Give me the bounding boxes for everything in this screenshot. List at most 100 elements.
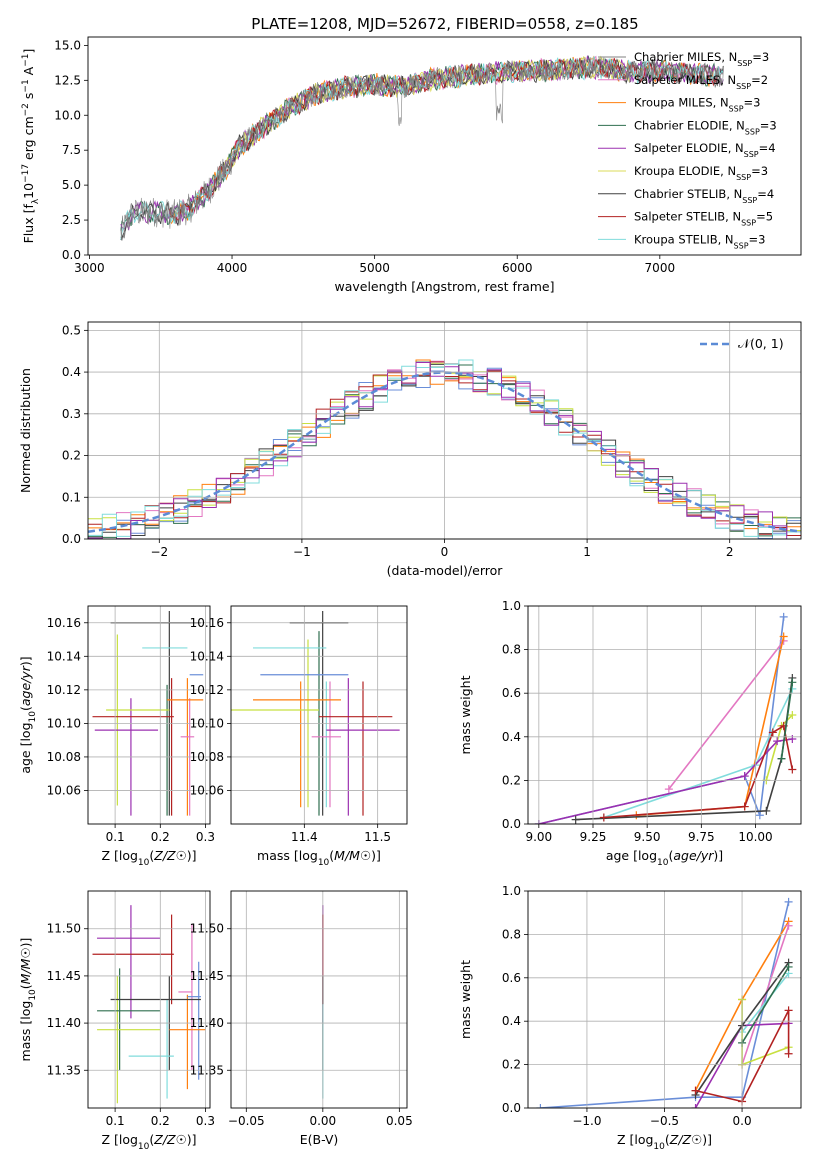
panel-mass-weight-vs-age: 9.00 9.25 9.50 9.75 10.00 0.0 0.2 0.4 0.6 0.8 1.0 a…: [458, 599, 802, 868]
y-tick-label: 11.50: [47, 922, 81, 936]
y-axis-label: mass [log10(M/M☉)]: [18, 938, 38, 1062]
y-tick-label: 15.0: [54, 38, 81, 52]
x-tick-label: 6000: [502, 261, 533, 275]
x-axis-label: E(B-V): [300, 1132, 339, 1147]
y-tick-label: 11.40: [190, 1016, 224, 1030]
y-tick-label: 11.35: [190, 1063, 224, 1077]
series-marker: [784, 962, 793, 971]
series-line-6: [575, 677, 794, 821]
y-tick-label: 10.12: [190, 683, 224, 697]
x-tick-label: 0.2: [151, 1114, 170, 1128]
axes-frame: [527, 605, 802, 825]
y-tick-label: 11.35: [47, 1063, 81, 1077]
y-tick-label: 10.16: [47, 616, 81, 630]
y-tick-label: 0.5: [62, 323, 81, 337]
axes-frame: [87, 605, 211, 825]
x-tick-label: 7000: [645, 261, 676, 275]
y-tick-label: 0.0: [502, 1101, 521, 1115]
x-tick-label: 9.00: [525, 830, 552, 844]
legend-label: Kroupa ELODIE, NSSP=3: [634, 164, 768, 182]
plot-area: [231, 611, 400, 816]
series-line-0: [538, 616, 785, 824]
y-tick-label: 0.4: [502, 1014, 521, 1028]
series-marker: [788, 678, 797, 687]
series-line-3: [741, 973, 790, 1033]
axes-frame: [87, 890, 211, 1109]
series-marker: [779, 632, 788, 641]
figure-title: PLATE=1208, MJD=52672, FIBERID=0558, z=0…: [251, 15, 638, 33]
y-tick-label: 10.06: [190, 783, 224, 797]
x-tick-label: 0.00: [309, 1114, 336, 1128]
x-tick-label: −0.05: [228, 1114, 265, 1128]
y-tick-label: 11.45: [190, 969, 224, 983]
y-tick-label: 10.0: [54, 108, 81, 122]
series-marker: [777, 754, 786, 763]
y-tick-label: 0.8: [502, 643, 521, 657]
y-tick-label: 0.0: [62, 532, 81, 546]
y-axis-label: age [log10(age/yr)]: [18, 656, 38, 773]
series-marker: [755, 811, 764, 820]
x-tick-label: 0: [441, 545, 449, 559]
axes-frame: [87, 321, 802, 540]
series-marker: [768, 728, 777, 737]
x-tick-label: −1.0: [572, 1114, 601, 1128]
y-tick-label: 0.2: [502, 1058, 521, 1072]
x-tick-label: 10.00: [738, 830, 772, 844]
plot-area: [92, 905, 206, 1104]
plot-area: [120, 54, 725, 241]
legend: Chabrier MILES, NSSP=3 Salpeter MILES, NS…: [598, 50, 777, 250]
x-axis-label: Z [log10(Z/Z☉)]: [617, 1132, 712, 1152]
series-marker: [788, 765, 797, 774]
panel-age-vs-Z: 0.1 0.2 0.3 10.06 10.08 10.10 10.12 10.14 10.16 Z…: [18, 605, 215, 868]
panel-spectrum: 3000 4000 5000 6000 7000 0.0 2.5 5.0 7.5 10.0 12.5…: [21, 36, 802, 294]
series-line-8: [780, 682, 794, 759]
y-tick-label: 1.0: [502, 599, 521, 613]
legend-label: Salpeter ELODIE, NSSP=4: [634, 141, 776, 159]
series-marker: [740, 772, 749, 781]
x-tick-label: −0.5: [650, 1114, 679, 1128]
y-tick-label: 10.10: [190, 716, 224, 730]
y-tick-label: 11.50: [190, 922, 224, 936]
y-tick-label: 0.8: [502, 927, 521, 941]
series-line-2: [636, 636, 785, 817]
y-tick-label: 10.16: [190, 616, 224, 630]
x-tick-label: 0.1: [106, 830, 125, 844]
x-tick-label: 4000: [217, 261, 248, 275]
x-axis-label: Z [log10(Z/Z☉)]: [101, 848, 196, 868]
panel-mass-weight-vs-Z: −1.0 −0.5 0.0 0.0 0.2 0.4 0.6 0.8 1.0 Z [log10(Z/…: [458, 884, 802, 1152]
y-tick-label: 0.0: [502, 817, 521, 831]
y-axis-label: Normed distribution: [18, 368, 33, 493]
x-axis-label: age [log10(age/yr)]: [606, 848, 723, 868]
x-tick-label: 0.2: [151, 830, 170, 844]
y-tick-label: 7.5: [62, 143, 81, 157]
axes-frame: [230, 890, 408, 1109]
legend-label: Salpeter MILES, NSSP=2: [634, 73, 768, 91]
y-tick-label: 0.2: [502, 773, 521, 787]
panel-age-vs-mass: 11.4 11.5 10.06 10.08 10.10 10.12 10.14 10.16 ma…: [190, 605, 408, 868]
panel-mass-vs-EBV: −0.05 0.00 0.05 11.35 11.40 11.45 11.50 E(B-V): [190, 890, 413, 1147]
x-tick-label: 0.1: [106, 1114, 125, 1128]
axes-frame: [87, 36, 802, 256]
legend-label: Chabrier STELIB, NSSP=4: [634, 187, 774, 205]
x-tick-label: 9.50: [634, 830, 661, 844]
panel-residuals: −2 −1 0 1 2 0.0 0.1 0.2 0.3 0.4 0.5 𝒩(0, 1) (data-mo…: [18, 321, 802, 578]
plot-area: [534, 612, 797, 824]
y-tick-label: 0.2: [62, 449, 81, 463]
x-axis-label: wavelength [Angstrom, rest frame]: [334, 279, 554, 294]
observed-spectrum-line: [120, 57, 724, 240]
x-tick-label: 9.25: [580, 830, 607, 844]
y-tick-label: 11.45: [47, 969, 81, 983]
x-tick-label: 11.5: [364, 830, 391, 844]
x-tick-label: 0.05: [386, 1114, 413, 1128]
x-tick-label: 9.75: [688, 830, 715, 844]
y-tick-label: 10.06: [47, 783, 81, 797]
y-tick-label: 12.5: [54, 73, 81, 87]
y-tick-label: 10.14: [190, 649, 224, 663]
y-axis-label: Flux [fλ10−17 erg cm−2 s−1 A−1]: [21, 49, 41, 244]
legend-label: Chabrier ELODIE, NSSP=3: [634, 118, 777, 136]
y-tick-label: 0.1: [62, 490, 81, 504]
series-marker: [779, 612, 788, 621]
series-marker: [691, 1086, 700, 1095]
y-axis-label: mass weight: [458, 675, 473, 754]
